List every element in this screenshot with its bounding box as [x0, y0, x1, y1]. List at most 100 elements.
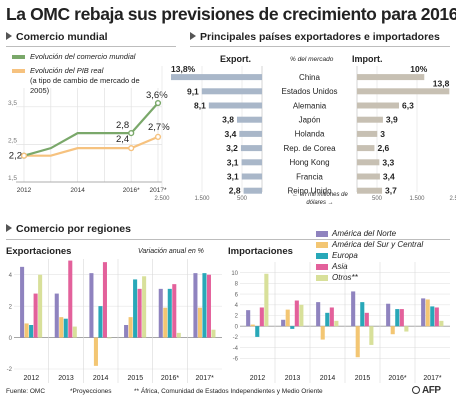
- region-bar: [98, 306, 103, 338]
- data-point: [154, 133, 162, 140]
- triangle-bullet-icon: [190, 32, 196, 41]
- section-countries: Principales países exportadores e import…: [190, 31, 440, 43]
- market-pct-header: % del mercado: [290, 56, 334, 63]
- export-value-label: 3,4: [224, 129, 236, 139]
- legend-item: América del Sur y Central: [316, 239, 450, 250]
- legend-gdp-note: (a tipo de cambio de mercado de 2005): [30, 76, 140, 95]
- legend-swatch: [316, 263, 328, 270]
- data-point: [128, 130, 135, 137]
- export-value-label: 3,1: [227, 157, 239, 167]
- import-bar: [357, 74, 425, 81]
- region-bar: [163, 307, 168, 338]
- legend-gdp: Evolución del PIB real: [12, 66, 103, 75]
- afp-logo: AFP: [412, 385, 441, 396]
- x-tick-label: 2017*: [196, 375, 215, 382]
- x-tick-label: 1.500: [194, 196, 210, 202]
- region-bar: [264, 273, 269, 327]
- country-label: Hong Kong: [289, 158, 329, 167]
- triangle-bullet-icon: [6, 224, 12, 233]
- region-bar: [206, 274, 211, 338]
- region-bar: [325, 312, 330, 327]
- x-tick-label: 1.500: [409, 196, 425, 202]
- country-label: Holanda: [295, 130, 325, 139]
- export-value-label: 8,1: [194, 101, 206, 111]
- export-bar: [208, 102, 262, 109]
- export-header: Export.: [220, 54, 252, 64]
- region-bar: [102, 262, 107, 338]
- triangle-bullet-icon: [6, 32, 12, 41]
- region-bar: [259, 307, 264, 327]
- import-bar: [357, 187, 383, 194]
- import-value-label: 2,6: [377, 143, 389, 153]
- exports-title: Exportaciones: [6, 246, 72, 257]
- export-value-label: 13,8%: [171, 64, 196, 74]
- import-bar: [357, 145, 375, 152]
- x-tick-label: 2013: [58, 375, 74, 382]
- region-bar: [281, 319, 286, 327]
- region-bar: [255, 326, 260, 337]
- region-bar: [395, 309, 400, 327]
- region-bar: [390, 326, 395, 335]
- region-bar: [20, 266, 25, 338]
- country-label: Rep. de Corea: [283, 144, 336, 153]
- region-bar: [68, 260, 73, 338]
- x-tick-label: 2.500: [154, 196, 170, 202]
- region-bar: [89, 273, 94, 338]
- section-world-trade: Comercio mundial: [6, 31, 108, 43]
- region-bar: [334, 320, 339, 327]
- region-bar: [360, 302, 365, 327]
- region-bar: [355, 326, 360, 358]
- region-bar: [320, 326, 325, 340]
- export-value-label: 3,2: [226, 143, 238, 153]
- region-bar: [176, 332, 181, 338]
- region-bar: [142, 276, 147, 338]
- export-value-label: 3,1: [227, 172, 239, 182]
- region-bar: [430, 306, 435, 327]
- x-tick-label: 2016*: [161, 375, 180, 382]
- export-value-label: 2,8: [229, 186, 241, 196]
- region-bar: [107, 337, 112, 339]
- region-bar: [299, 304, 304, 327]
- y-tick-label: 10: [231, 271, 238, 277]
- x-tick-label: 500: [372, 196, 383, 202]
- region-bar: [172, 284, 177, 338]
- y-tick-label: 2: [235, 314, 239, 320]
- region-bar: [290, 326, 295, 329]
- country-label: Alemania: [293, 101, 327, 110]
- x-tick-label: 2016*: [388, 375, 407, 382]
- axis-note: ← en mil millones de dólares →: [292, 192, 348, 206]
- import-value-label: 3: [380, 129, 385, 139]
- country-label: China: [299, 73, 320, 82]
- import-value-label: 13,8: [433, 78, 450, 88]
- data-label: 2,2: [9, 151, 22, 162]
- import-value-label: 3,9: [386, 115, 398, 125]
- projections-note: *Proyecciones: [70, 388, 112, 395]
- x-tick-label: 2014: [70, 187, 85, 194]
- legend-swatch: [12, 69, 25, 74]
- y-tick-label: 0: [235, 324, 239, 330]
- others-note: ** África, Comunidad de Estados Independ…: [134, 388, 323, 395]
- region-bar: [421, 298, 426, 327]
- region-bar: [329, 307, 334, 327]
- region-bar: [33, 293, 38, 338]
- legend-trade: Evolución del comercio mundial: [12, 52, 135, 61]
- region-bar: [133, 279, 138, 338]
- region-bar: [54, 293, 59, 338]
- y-tick-label: 2,5: [8, 137, 17, 144]
- country-label: Estados Unidos: [281, 87, 337, 96]
- data-point: [154, 99, 162, 107]
- section-regions: Comercio por regiones: [6, 223, 131, 235]
- import-bar: [357, 102, 399, 109]
- variation-note: Variación anual en %: [138, 248, 204, 255]
- region-bar: [316, 302, 321, 327]
- x-tick-label: 2013: [285, 375, 301, 382]
- x-tick-label: 2015: [128, 375, 144, 382]
- region-bar: [72, 326, 77, 338]
- region-bar: [439, 320, 444, 327]
- page-title: La OMC rebaja sus previsiones de crecimi…: [6, 4, 456, 24]
- import-header: Import.: [352, 54, 383, 64]
- legend-label: América del Sur y Central: [332, 240, 424, 249]
- region-bar: [351, 291, 356, 327]
- region-bar: [285, 309, 290, 327]
